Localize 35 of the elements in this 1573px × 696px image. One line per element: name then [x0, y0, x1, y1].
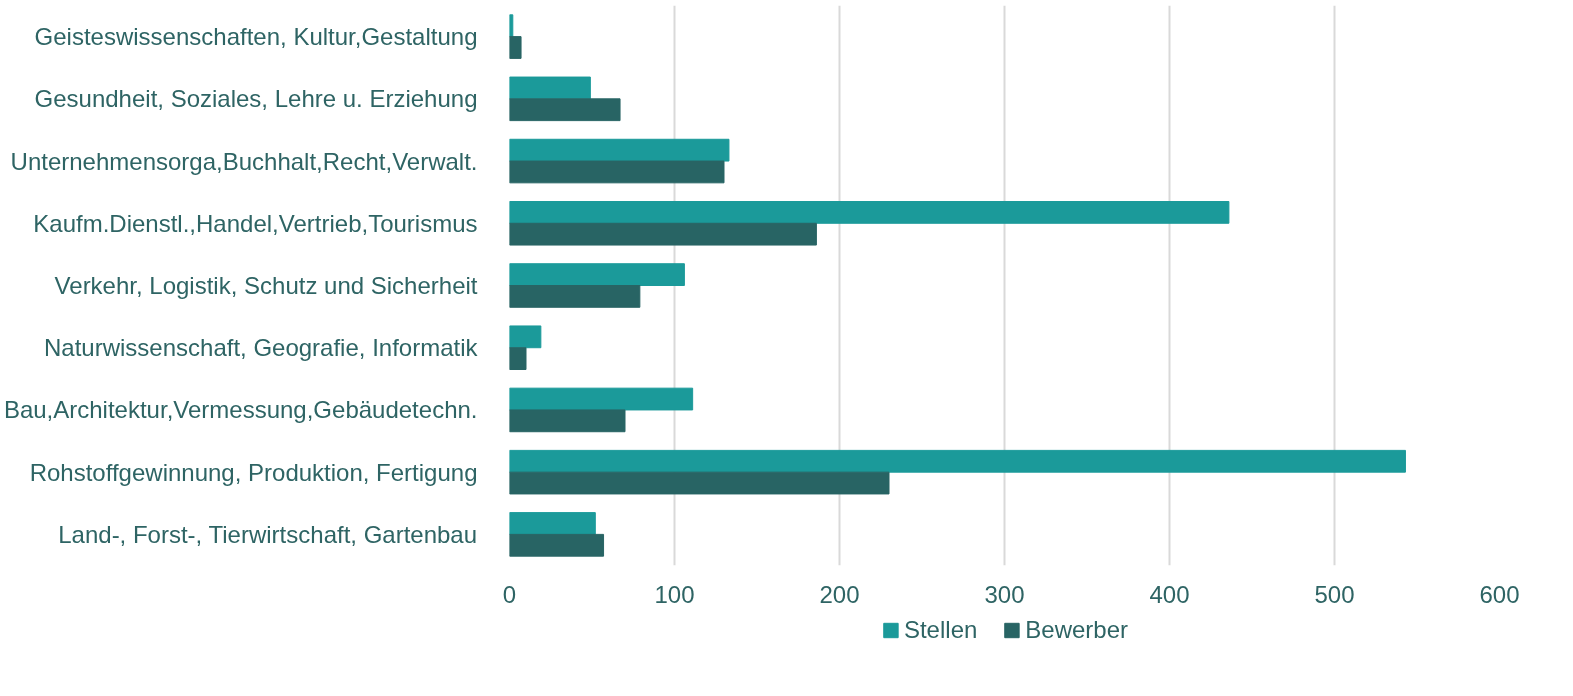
bar [509, 222, 817, 246]
y-tick-label: Gesundheit, Soziales, Lehre u. Erziehung [34, 85, 478, 113]
bar [509, 263, 685, 286]
bar [509, 325, 542, 349]
x-tick-label: 300 [984, 580, 1025, 608]
x-tick-label: 400 [1149, 580, 1190, 608]
bar [509, 36, 522, 59]
bar [509, 347, 527, 370]
x-tick-label: 100 [654, 580, 695, 608]
bar [509, 160, 725, 184]
x-tick-label: 0 [502, 580, 517, 608]
bar [509, 471, 890, 495]
legend-label: Stellen [903, 616, 978, 644]
y-tick-label: Land-, Forst-, Tierwirtschaft, Gartenbau [58, 520, 478, 548]
y-tick-label: Rohstoffgewinnung, Produktion, Fertigung [29, 458, 478, 486]
bar [509, 449, 1406, 473]
y-tick-label: Kaufm.Dienstl.,Handel,Vertrieb,Tourismus [33, 209, 478, 237]
legend-label: Bewerber [1025, 616, 1129, 644]
bar [509, 533, 605, 557]
x-tick-label: 500 [1314, 580, 1355, 608]
bar [509, 512, 596, 535]
bar [509, 138, 730, 162]
x-tick-label: 200 [819, 580, 860, 608]
y-tick-label: Naturwissenschaft, Geografie, Informatik [43, 334, 479, 362]
bar [509, 98, 621, 122]
bar [509, 387, 694, 411]
bar [509, 76, 591, 100]
bar [509, 285, 641, 308]
bar [509, 409, 626, 433]
bar [509, 201, 1230, 224]
y-tick-label: Geisteswissenschaften, Kultur,Gestaltung [34, 23, 478, 51]
x-tick-label: 600 [1479, 580, 1520, 608]
y-tick-label: Unternehmensorga,Buchhalt,Recht,Verwalt. [10, 147, 478, 175]
y-tick-label: Verkehr, Logistik, Schutz und Sicherheit [54, 272, 478, 299]
y-tick-label: Bau,Architektur,Vermessung,Gebäudetechn. [3, 396, 478, 424]
